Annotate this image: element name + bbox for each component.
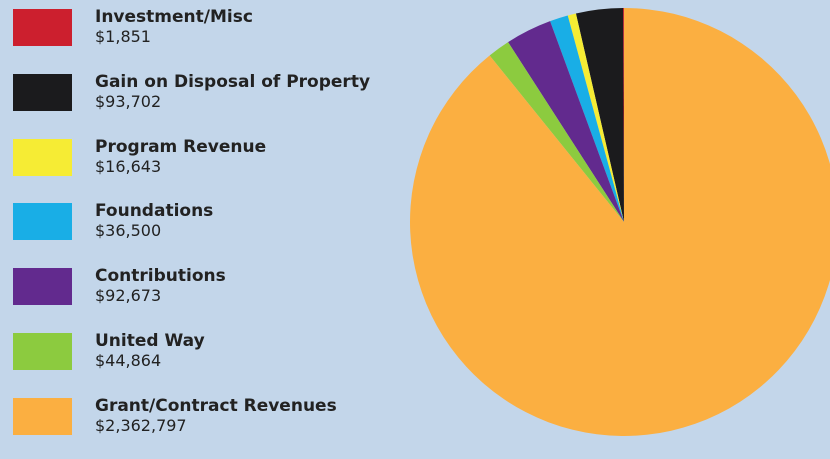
pie-slice-contributions [508, 21, 624, 223]
legend-value-gain-on-disposal: $93,702 [95, 91, 162, 111]
pie-chart [410, 8, 830, 436]
legend-item-united-way: United Way $44,864 [13, 329, 403, 394]
legend-item-program-revenue: Program Revenue $16,643 [13, 135, 403, 200]
legend-swatch-foundations [13, 203, 72, 241]
legend-value-foundations: $36,500 [95, 221, 162, 241]
legend-item-contributions: Contributions $92,673 [13, 264, 403, 329]
legend-item-gain-on-disposal: Gain on Disposal of Property $93,702 [13, 70, 403, 135]
legend-value-contributions: $92,673 [95, 286, 162, 306]
pie-slice-foundations [550, 15, 624, 222]
pie-slice-grant-contract-revenues [410, 8, 830, 436]
legend-label-grant-contract-revenues: Grant/Contract Revenues [95, 395, 337, 416]
legend-swatch-united-way [13, 332, 72, 370]
legend-label-contributions: Contributions [95, 266, 226, 287]
legend-value-grant-contract-revenues: $2,362,797 [95, 415, 187, 435]
pie-slice-program-revenue [567, 13, 624, 223]
legend-swatch-program-revenue [13, 138, 72, 176]
legend-label-program-revenue: Program Revenue [95, 136, 267, 157]
legend-item-investment-misc: Investment/Misc $1,851 [13, 5, 403, 70]
legend-swatch-contributions [13, 268, 72, 306]
legend-label-foundations: Foundations [95, 201, 214, 222]
pie-slice-investment-misc [623, 8, 624, 222]
legend-value-united-way: $44,864 [95, 350, 162, 370]
pie-slice-united-way [489, 42, 624, 223]
legend-value-investment-misc: $1,851 [95, 27, 151, 46]
legend-item-foundations: Foundations $36,500 [13, 199, 403, 264]
legend-swatch-gain-on-disposal [13, 73, 72, 111]
chart-legend: Investment/Misc $1,851 Gain on Disposal … [13, 5, 403, 459]
legend-label-united-way: United Way [95, 330, 205, 351]
legend-swatch-grant-contract-revenues [13, 397, 72, 435]
legend-value-program-revenue: $16,643 [95, 156, 162, 176]
pie-slice-gain-on-disposal [575, 8, 624, 223]
legend-swatch-investment-misc [13, 9, 72, 46]
legend-label-gain-on-disposal: Gain on Disposal of Property [95, 71, 371, 92]
legend-item-grant-contract-revenues: Grant/Contract Revenues $2,362,797 [13, 394, 403, 459]
legend-label-investment-misc: Investment/Misc [95, 7, 253, 27]
